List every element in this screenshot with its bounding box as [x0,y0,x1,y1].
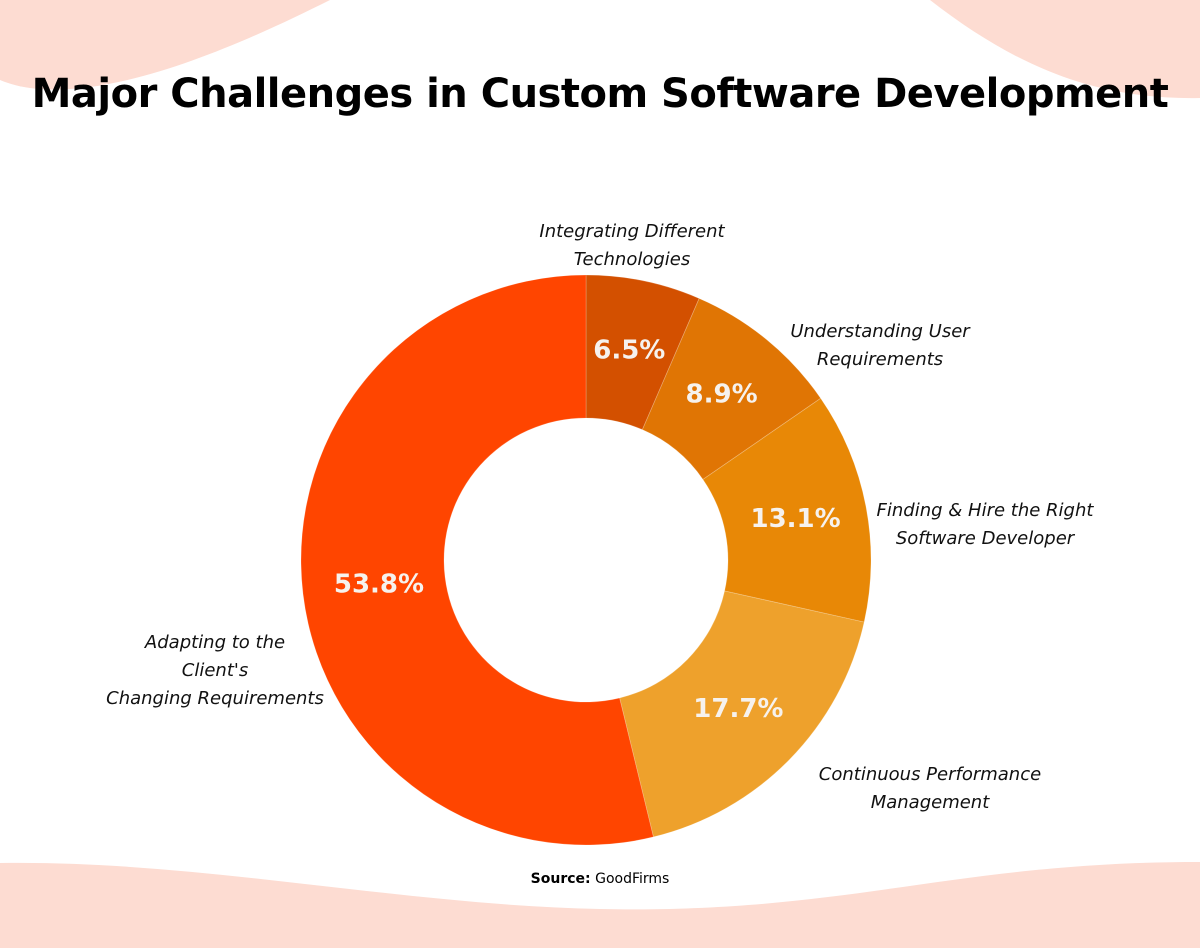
slice-label-continuous: Continuous Performance Management [818,764,1042,813]
donut-slice [300,274,654,846]
donut-slice [702,397,872,623]
source-prefix: Source: [530,871,591,887]
source-name: GoodFirms [595,871,670,887]
slice-label-adapting: Adapting to the Client's Changing Requir… [106,632,324,709]
slice-value-label: 17.7% [693,694,783,724]
slice-value-label: 6.5% [593,335,665,365]
donut-slice [585,274,700,431]
slice-label-understanding: Understanding User Requirements [790,321,970,370]
chart-title: Major Challenges in Custom Software Deve… [31,71,1169,117]
slice-value-label: 53.8% [334,569,424,599]
top-right-wave [930,0,1200,99]
slice-value-label: 8.9% [686,380,758,410]
slice-label-finding: Finding & Hire the Right Software Develo… [876,500,1094,549]
bottom-wave [0,862,1200,948]
top-left-wave [0,0,330,90]
slice-value-label: 13.1% [750,504,840,534]
slice-label-integrating: Integrating Different Technologies [539,221,725,270]
donut-slice [641,297,822,481]
source-note: Source: GoodFirms [0,871,1200,887]
donut-slice [619,590,865,838]
